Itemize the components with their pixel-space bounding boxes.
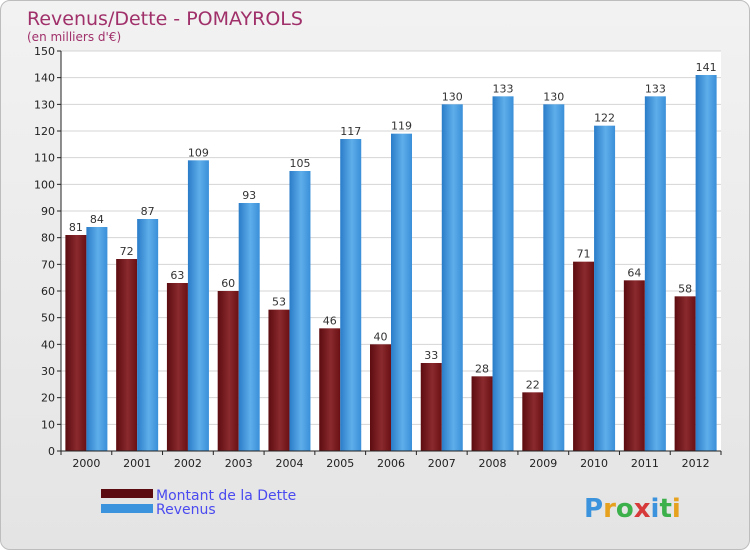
debt-bar-label: 53	[272, 296, 286, 309]
debt-bar-label: 28	[475, 362, 489, 375]
revenue-bar	[238, 203, 260, 451]
revenue-bar-label: 109	[188, 146, 209, 159]
revenue-bar-label: 84	[90, 213, 104, 226]
debt-bar	[623, 280, 645, 451]
revenue-bar-label: 141	[696, 61, 717, 74]
x-tick-label: 2012	[682, 457, 710, 470]
y-tick-label: 100	[34, 178, 55, 191]
revenue-bar-label: 117	[340, 125, 361, 138]
revenue-bar-label: 119	[391, 120, 412, 133]
y-tick-label: 150	[34, 45, 55, 58]
revenue-bar	[289, 171, 311, 451]
x-tick-label: 2001	[123, 457, 151, 470]
x-tick-label: 2003	[225, 457, 253, 470]
debt-bar-label: 22	[526, 378, 540, 391]
debt-bar-label: 58	[678, 282, 692, 295]
y-tick-label: 80	[41, 232, 55, 245]
y-tick-label: 130	[34, 98, 55, 111]
debt-bar	[674, 296, 696, 451]
x-tick-label: 2006	[377, 457, 405, 470]
proxiti-logo: Proxiti	[584, 494, 681, 524]
debt-bar	[420, 363, 442, 451]
y-tick-label: 20	[41, 392, 55, 405]
x-tick-label: 2008	[479, 457, 507, 470]
y-tick-label: 0	[48, 445, 55, 458]
revenue-bar	[543, 104, 565, 451]
y-tick-label: 40	[41, 338, 55, 351]
debt-bar	[116, 259, 138, 451]
debt-bar	[268, 309, 290, 451]
revenue-bar-label: 133	[493, 82, 514, 95]
revenue-bar-label: 93	[242, 189, 256, 202]
y-tick-label: 50	[41, 312, 55, 325]
legend-swatch-debt	[101, 489, 153, 498]
revenue-bar	[695, 75, 717, 451]
debt-bar-label: 46	[323, 314, 337, 327]
x-tick-label: 2011	[631, 457, 659, 470]
x-tick-label: 2009	[529, 457, 557, 470]
y-axis: 0 10 20 30 40 50 60 70 80 90 100 110 120 130 140 150	[34, 45, 61, 458]
debt-bar-label: 33	[424, 349, 438, 362]
y-tick-label: 30	[41, 365, 55, 378]
revenue-bar	[137, 219, 159, 451]
debt-bar	[471, 376, 493, 451]
debt-bar-label: 72	[120, 245, 134, 258]
legend-swatch-revenue	[101, 504, 153, 513]
revenue-bar	[492, 96, 514, 451]
debt-bar-label: 40	[374, 330, 388, 343]
revenue-bar	[86, 227, 108, 451]
chart-subtitle: (en milliers d'€)	[27, 30, 121, 44]
x-tick-label: 2007	[428, 457, 456, 470]
debt-bar	[65, 235, 87, 451]
debt-bar-label: 81	[69, 221, 83, 234]
debt-bar-label: 64	[627, 266, 641, 279]
debt-bar	[370, 344, 391, 451]
revenue-bar-label: 122	[594, 112, 615, 125]
legend-label-debt: Montant de la Dette	[156, 488, 296, 504]
revenue-bar	[594, 125, 616, 452]
debt-bar	[573, 261, 595, 451]
debt-bar	[319, 328, 341, 451]
revenue-bar-label: 105	[289, 157, 310, 170]
debt-bar	[217, 291, 239, 451]
revenue-bar-label: 130	[442, 90, 463, 103]
bars: 81 84 72 87 63 109 60 93 53 105 46 117 40 119 33 130 28 1…	[65, 61, 717, 452]
revenue-bar	[187, 160, 209, 452]
y-tick-label: 110	[34, 152, 55, 165]
y-tick-label: 120	[34, 125, 55, 138]
y-tick-label: 10	[41, 418, 55, 431]
revenue-bar-label: 130	[543, 90, 564, 103]
revenue-bar	[340, 139, 362, 451]
chart-title: Revenus/Dette - POMAYROLS	[27, 8, 303, 30]
x-axis: 2000 2001 2002 2003 2004 2005 2006 2007 2008 2009…	[60, 451, 722, 470]
revenue-bar	[644, 96, 666, 451]
debt-bar-label: 60	[221, 277, 235, 290]
legend-label-revenue: Revenus	[156, 502, 216, 518]
x-tick-label: 2010	[580, 457, 608, 470]
debt-bar-label: 63	[170, 269, 184, 282]
y-tick-label: 140	[34, 72, 55, 85]
y-tick-label: 60	[41, 285, 55, 298]
x-tick-label: 2005	[326, 457, 354, 470]
debt-bar	[522, 392, 544, 451]
x-tick-label: 2004	[275, 457, 303, 470]
revenue-bar-label: 87	[141, 205, 155, 218]
y-tick-label: 70	[41, 258, 55, 271]
x-tick-label: 2002	[174, 457, 202, 470]
legend: Montant de la Dette Revenus	[101, 488, 296, 518]
revenue-bar	[441, 104, 463, 451]
y-tick-label: 90	[41, 205, 55, 218]
revenue-bar	[391, 133, 412, 451]
debt-bar	[166, 283, 188, 451]
debt-bar-label: 71	[577, 248, 591, 261]
revenue-bar-label: 133	[645, 82, 666, 95]
x-tick-label: 2000	[72, 457, 100, 470]
